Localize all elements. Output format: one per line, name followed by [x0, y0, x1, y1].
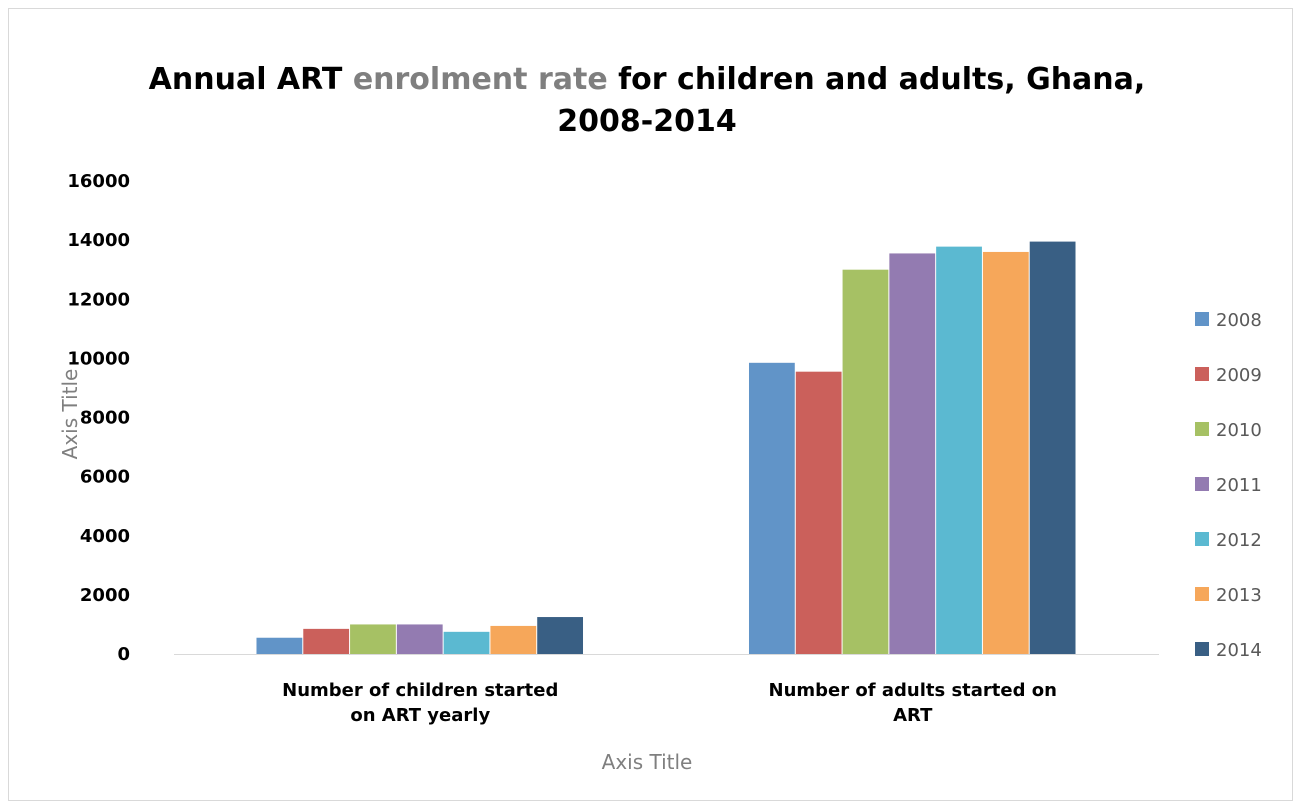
chart-title: Annual ART enrolment rate for children a… — [149, 62, 1146, 97]
legend-label-2011: 2011 — [1216, 475, 1262, 496]
y-axis-ticks: 0 2000 4000 6000 8000 10000 12000 14000 16000 — [67, 171, 130, 665]
bar-2012-category-2 — [936, 246, 982, 654]
y-tick-label: 0 — [117, 644, 130, 665]
bars — [256, 241, 1076, 654]
legend-swatch-2013 — [1195, 587, 1209, 601]
legend-label-2010: 2010 — [1216, 420, 1262, 441]
y-tick-label: 4000 — [80, 526, 130, 547]
bar-2013-category-2 — [982, 251, 1029, 654]
y-tick-label: 6000 — [80, 467, 130, 488]
chart-title-part-1: Annual ART — [149, 62, 353, 97]
bar-2010-category-2 — [842, 269, 889, 654]
x-axis-title: Axis Title — [602, 750, 693, 774]
y-tick-label: 2000 — [80, 585, 130, 606]
legend-label-2009: 2009 — [1216, 365, 1262, 386]
legend-label-2012: 2012 — [1216, 530, 1262, 551]
legend-swatch-2009 — [1195, 367, 1209, 381]
y-tick-label: 8000 — [80, 408, 130, 429]
x-category-label: Number of children started — [282, 680, 558, 701]
bar-2011-category-2 — [889, 253, 936, 654]
y-tick-label: 10000 — [67, 348, 130, 369]
y-axis-title: Axis Title — [58, 369, 82, 460]
legend-swatch-2011 — [1195, 477, 1209, 491]
chart-title-part-3: for children and adults, Ghana, — [608, 62, 1146, 97]
bar-2009-category-2 — [795, 371, 842, 654]
bar-2008-category-2 — [748, 362, 795, 654]
y-tick-label: 12000 — [67, 289, 130, 310]
chart-title-part-2: enrolment rate — [353, 62, 608, 97]
bar-2014-category-1 — [537, 617, 584, 654]
x-category-label: Number of adults started on — [769, 680, 1057, 701]
legend-swatch-2010 — [1195, 422, 1209, 436]
legend-swatch-2008 — [1195, 312, 1209, 326]
bar-2010-category-1 — [350, 624, 396, 654]
y-tick-label: 14000 — [67, 230, 130, 251]
legend-label-2013: 2013 — [1216, 585, 1262, 606]
legend: 2008 2009 2010 2011 2012 2013 2014 — [1195, 310, 1262, 661]
x-axis-categories: Number of children started on ART yearly N… — [282, 680, 1057, 726]
legend-swatch-2014 — [1195, 642, 1209, 656]
bar-2008-category-1 — [256, 637, 303, 654]
x-category-label: on ART yearly — [350, 705, 490, 726]
x-category-label: ART — [893, 705, 933, 726]
bar-2013-category-1 — [490, 625, 537, 654]
chart-title-line-2: 2008-2014 — [557, 104, 736, 139]
legend-label-2008: 2008 — [1216, 310, 1262, 331]
bar-2009-category-1 — [303, 628, 350, 654]
chart-frame: Annual ART enrolment rate for children a… — [8, 8, 1293, 801]
bar-chart: Annual ART enrolment rate for children a… — [58, 62, 1262, 774]
bar-2014-category-2 — [1029, 241, 1076, 654]
bar-2011-category-1 — [396, 624, 443, 654]
y-tick-label: 16000 — [67, 171, 130, 192]
legend-swatch-2012 — [1195, 532, 1209, 546]
bar-2012-category-1 — [443, 631, 490, 654]
legend-label-2014: 2014 — [1216, 640, 1262, 661]
